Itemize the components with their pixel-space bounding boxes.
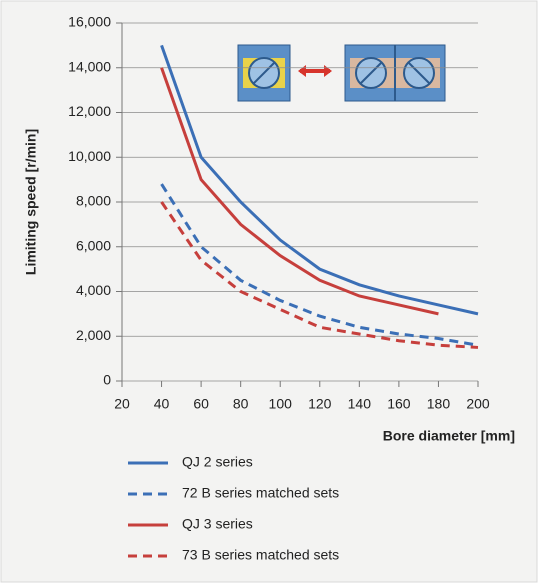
x-tick-label: 180 <box>427 396 451 412</box>
x-tick-label: 80 <box>233 396 249 412</box>
x-axis-title: Bore diameter [mm] <box>383 428 515 444</box>
x-tick-label: 60 <box>193 396 209 412</box>
x-tick-label: 20 <box>114 396 130 412</box>
x-tick-label: 100 <box>269 396 293 412</box>
x-tick-label: 40 <box>154 396 170 412</box>
x-tick-label: 120 <box>308 396 332 412</box>
y-tick-label: 6,000 <box>76 237 111 253</box>
y-tick-label: 12,000 <box>68 103 111 119</box>
legend-label: 73 B series matched sets <box>182 547 339 563</box>
x-tick-label: 140 <box>348 396 372 412</box>
y-tick-label: 8,000 <box>76 193 111 209</box>
y-tick-label: 10,000 <box>68 148 111 164</box>
y-tick-label: 16,000 <box>68 14 111 30</box>
y-tick-label: 2,000 <box>76 327 111 343</box>
legend-label: QJ 2 series <box>182 454 253 470</box>
chart: Limiting speed [r/min] Bore diameter [mm… <box>0 0 538 583</box>
y-tick-label: 14,000 <box>68 58 111 74</box>
y-tick-label: 4,000 <box>76 282 111 298</box>
page: Limiting speed [r/min] Bore diameter [mm… <box>0 0 538 583</box>
legend-label: 72 B series matched sets <box>182 485 339 501</box>
y-axis-title: Limiting speed [r/min] <box>23 129 39 275</box>
y-tick-label: 0 <box>103 372 111 388</box>
legend-label: QJ 3 series <box>182 516 253 532</box>
x-tick-label: 200 <box>466 396 490 412</box>
x-tick-label: 160 <box>387 396 411 412</box>
